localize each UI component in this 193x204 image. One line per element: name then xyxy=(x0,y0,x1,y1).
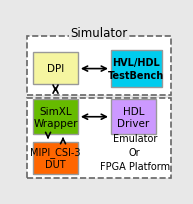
Bar xyxy=(111,51,162,87)
Bar xyxy=(33,100,78,134)
Bar xyxy=(33,53,78,84)
Text: Simulator: Simulator xyxy=(70,27,128,40)
Text: SimXL
Wrapper: SimXL Wrapper xyxy=(33,106,78,128)
Text: Emulator
Or
FPGA Platform: Emulator Or FPGA Platform xyxy=(100,134,170,171)
Bar xyxy=(27,37,171,95)
Bar xyxy=(111,100,156,134)
Text: HVL/HDL
TestBench: HVL/HDL TestBench xyxy=(108,58,164,80)
Text: MIPI_CSI-3
DUT: MIPI_CSI-3 DUT xyxy=(30,146,81,170)
Bar xyxy=(27,98,171,178)
Text: DPI: DPI xyxy=(47,63,64,73)
Text: HDL
Driver: HDL Driver xyxy=(117,106,149,128)
Bar xyxy=(33,142,78,174)
